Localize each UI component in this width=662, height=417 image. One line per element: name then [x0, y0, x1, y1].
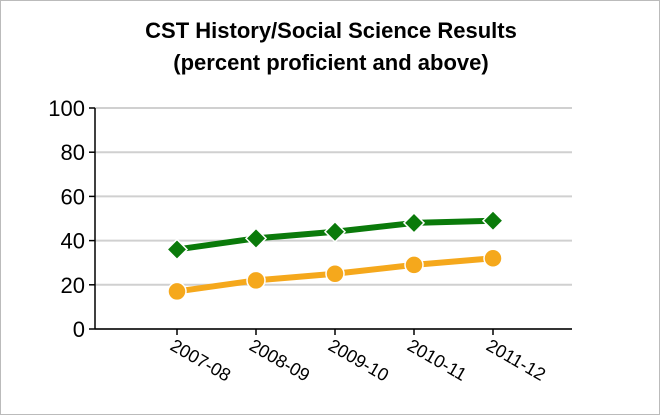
chart-title: (percent proficient and above)	[173, 50, 488, 75]
marker	[167, 281, 187, 302]
marker	[483, 248, 503, 269]
chart-title: CST History/Social Science Results	[145, 18, 517, 43]
marker	[165, 238, 189, 261]
marker	[325, 264, 345, 284]
marker	[481, 209, 505, 232]
y-tick-label: 60	[61, 184, 85, 209]
y-tick-label: 40	[61, 229, 85, 254]
y-tick-label: 20	[61, 273, 85, 298]
y-tick-label: 80	[61, 140, 85, 165]
y-tick-label: 100	[48, 96, 85, 121]
marker	[402, 211, 426, 234]
marker	[323, 220, 347, 243]
y-tick-label: 0	[73, 317, 85, 342]
marker	[404, 255, 424, 275]
marker	[244, 227, 268, 250]
marker	[246, 270, 266, 291]
